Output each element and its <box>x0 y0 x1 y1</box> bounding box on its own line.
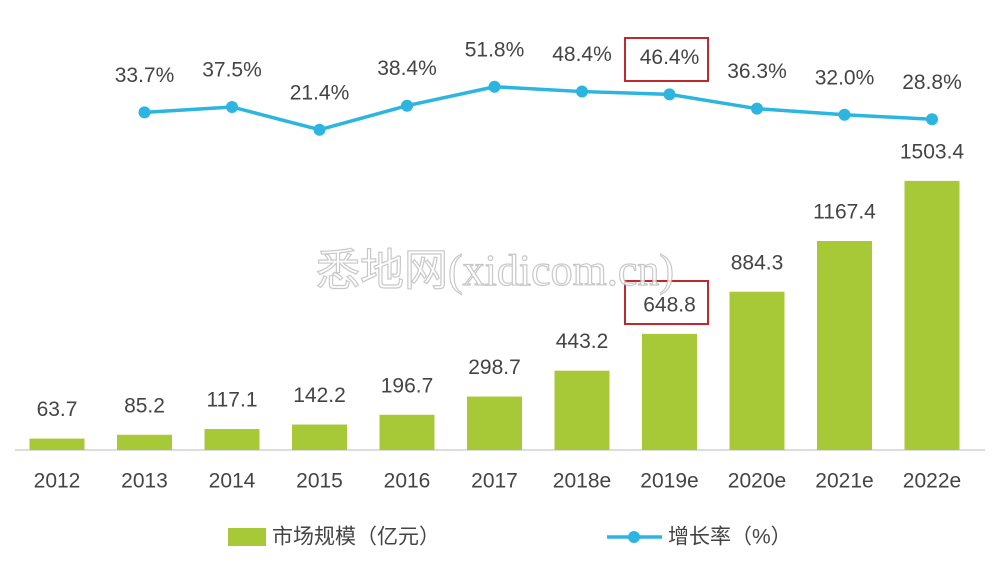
x-tick-label: 2014 <box>209 470 256 493</box>
bar-label: 85.2 <box>124 394 165 417</box>
growth-point <box>488 80 501 93</box>
bar <box>292 424 347 450</box>
bar-label: 1167.4 <box>813 201 876 224</box>
bar <box>467 396 522 450</box>
bar-label: 117.1 <box>207 389 258 412</box>
growth-label: 46.4% <box>640 46 700 69</box>
bar-label: 142.2 <box>293 384 346 407</box>
x-tick-label: 2015 <box>296 470 343 493</box>
growth-point <box>576 85 588 98</box>
bar-label: 298.7 <box>468 356 521 379</box>
bar <box>29 438 85 450</box>
bar <box>117 434 172 450</box>
growth-label: 36.3% <box>727 60 787 83</box>
bar <box>379 414 435 450</box>
growth-label: 28.8% <box>902 71 962 94</box>
x-tick-label: 2019e <box>640 470 698 493</box>
bar-label: 63.7 <box>37 398 78 421</box>
growth-point <box>313 123 326 136</box>
bar <box>554 370 610 450</box>
x-tick-label: 2020e <box>728 470 786 493</box>
legend-label: 增长率（%） <box>668 526 792 549</box>
x-tick-label: 2013 <box>121 470 168 493</box>
bar-label: 1503.4 <box>900 140 965 163</box>
growth-point <box>138 106 151 119</box>
growth-point <box>838 108 851 121</box>
legend-swatch <box>628 531 640 543</box>
growth-point <box>401 99 413 112</box>
growth-label: 51.8% <box>465 38 525 61</box>
growth-point <box>663 88 676 101</box>
growth-point <box>926 113 938 126</box>
bar <box>204 429 260 450</box>
growth-label: 48.4% <box>552 43 612 66</box>
bar <box>904 180 960 450</box>
bar <box>642 333 697 450</box>
bar <box>817 241 872 450</box>
bar-label: 648.8 <box>643 293 696 316</box>
x-tick-label: 2022e <box>903 470 961 493</box>
bar-label: 884.3 <box>731 251 784 274</box>
legend-swatch <box>228 528 266 546</box>
highlight-box <box>624 280 709 325</box>
watermark: 悉地网(xidicom.cn) <box>316 246 674 295</box>
legend-label: 市场规模（亿元） <box>272 526 440 549</box>
growth-label: 38.4% <box>377 57 437 80</box>
bar-label: 443.2 <box>556 330 609 353</box>
growth-point <box>751 102 763 115</box>
growth-label: 37.5% <box>202 59 262 82</box>
growth-label: 21.4% <box>290 81 350 104</box>
growth-line <box>144 84 933 132</box>
growth-label: 32.0% <box>815 66 875 89</box>
x-tick-label: 2021e <box>815 470 873 493</box>
bar <box>729 291 785 450</box>
x-tick-label: 2016 <box>384 470 431 493</box>
bar-label: 196.7 <box>381 374 434 397</box>
growth-point <box>226 100 238 113</box>
x-tick-label: 2018e <box>553 470 611 493</box>
x-tick-label: 2012 <box>34 470 81 493</box>
growth-label: 33.7% <box>115 64 175 87</box>
x-tick-label: 2017 <box>471 470 518 493</box>
highlight-box <box>624 37 709 82</box>
